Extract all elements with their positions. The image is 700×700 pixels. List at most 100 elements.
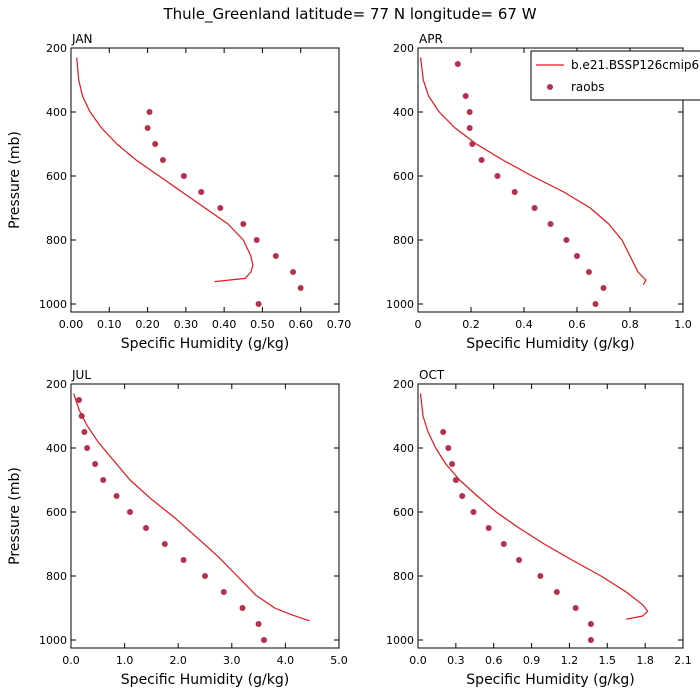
raobs-point — [511, 189, 518, 195]
raobs-point — [143, 525, 149, 531]
raobs-point — [485, 525, 492, 531]
x-tick-label: 0.30 — [174, 318, 199, 331]
y-tick-label: 200 — [393, 378, 414, 391]
x-tick-label: 0.00 — [59, 318, 84, 331]
x-tick-label: 0.40 — [212, 318, 237, 331]
y-tick-label: 800 — [46, 570, 67, 583]
x-tick-label: 0.3 — [447, 654, 465, 667]
x-tick-label: 0.2 — [462, 318, 480, 331]
model-profile-line — [76, 57, 254, 283]
raobs-point — [146, 109, 153, 115]
raobs-point — [253, 237, 260, 243]
raobs-point — [159, 157, 166, 163]
raobs-point — [180, 557, 187, 563]
raobs-point — [217, 205, 224, 211]
x-tick-label: 1.2 — [561, 654, 579, 667]
y-tick-label: 600 — [393, 506, 414, 519]
y-tick-label: 800 — [393, 570, 414, 583]
x-tick-label: 0.50 — [250, 318, 275, 331]
raobs-point — [440, 429, 447, 435]
panel-jul: 0.0 1.0 2.0 3.0 4.0 5.0 200 400 600 800 1000 JUL Spe… — [7, 368, 348, 688]
panel-apr: 0 0.2 0.4 0.6 0.8 1.0 200 400 600 800 1000 APR Speci… — [386, 32, 692, 352]
raobs-point — [76, 397, 82, 403]
raobs-point — [454, 61, 461, 67]
x-tick-label: 1.0 — [116, 654, 134, 667]
panel-jan: 0.00 0.10 0.20 0.30 0.40 0.50 0.60 0.70 200 400 60… — [7, 32, 351, 352]
x-tick-label: 5.0 — [330, 654, 348, 667]
y-tick-label: 1000 — [39, 298, 67, 311]
raobs-point — [478, 157, 485, 163]
x-tick-label: 0.8 — [621, 318, 639, 331]
model-profile-line — [420, 57, 647, 286]
y-tick-label: 1000 — [39, 634, 67, 647]
legend-box — [530, 50, 700, 101]
raobs-point — [180, 173, 187, 179]
raobs-point — [469, 141, 476, 147]
y-tick-label: 200 — [46, 42, 67, 55]
raobs-point — [449, 461, 456, 467]
x-axis-title: Specific Humidity (g/kg) — [121, 672, 289, 688]
x-tick-label: 2.0 — [169, 654, 187, 667]
x-tick-label: 0.10 — [97, 318, 122, 331]
raobs-point — [587, 621, 594, 627]
x-tick-label: 0.20 — [135, 318, 160, 331]
raobs-point — [500, 541, 507, 547]
figure-title: Thule_Greenland latitude= 77 N longitude… — [162, 5, 536, 24]
raobs-point — [452, 477, 459, 483]
x-tick-label: 3.0 — [223, 654, 241, 667]
raobs-point — [290, 269, 297, 275]
model-profile-line — [419, 393, 649, 620]
raobs-point — [100, 477, 107, 483]
x-tick-label: 0.0 — [62, 654, 80, 667]
raobs-point — [445, 445, 452, 451]
raobs-point — [592, 301, 599, 307]
raobs-point — [220, 589, 227, 595]
raobs-point — [585, 269, 592, 275]
model-profile-line — [73, 393, 310, 622]
x-tick-label: 0.70 — [327, 318, 352, 331]
raobs-point — [537, 573, 544, 579]
raobs-point — [459, 493, 466, 499]
raobs-point — [81, 429, 88, 435]
x-tick-label: 0.9 — [523, 654, 541, 667]
raobs-point — [516, 557, 522, 563]
y-tick-label: 1000 — [386, 634, 414, 647]
raobs-point — [494, 173, 501, 179]
plot-frame — [70, 383, 340, 649]
x-tick-label: 1.5 — [599, 654, 617, 667]
raobs-point — [202, 573, 208, 579]
x-axis-title: Specific Humidity (g/kg) — [121, 336, 289, 352]
x-tick-label: 0.60 — [288, 318, 313, 331]
panel-title: OCT — [419, 368, 445, 382]
x-tick-label: 0.6 — [568, 318, 586, 331]
plot-frame — [417, 47, 684, 313]
raobs-point — [92, 461, 99, 467]
legend-obs-marker-sample — [547, 84, 553, 90]
y-tick-label: 600 — [46, 506, 67, 519]
plot-frame — [70, 47, 340, 313]
plot-frame — [417, 383, 684, 649]
raobs-point — [78, 413, 85, 419]
raobs-point — [261, 637, 267, 643]
raobs-point — [113, 493, 120, 499]
raobs-point — [198, 189, 205, 195]
raobs-point — [574, 253, 580, 259]
raobs-point — [84, 445, 91, 451]
raobs-point — [547, 221, 554, 227]
raobs-point — [587, 637, 594, 643]
y-tick-label: 200 — [46, 378, 67, 391]
raobs-point — [255, 301, 262, 307]
y-tick-label: 800 — [46, 234, 67, 247]
x-tick-label: 1.0 — [674, 318, 692, 331]
y-tick-label: 1000 — [386, 298, 414, 311]
raobs-point — [462, 93, 469, 99]
x-tick-label: 0 — [415, 318, 422, 331]
panel-title: APR — [419, 32, 443, 46]
y-tick-label: 600 — [46, 170, 67, 183]
raobs-point — [600, 285, 607, 291]
panel-title: JAN — [71, 32, 93, 46]
raobs-point — [144, 125, 151, 131]
legend-model-label: b.e21.BSSP126cmip6 — [571, 58, 699, 72]
raobs-point — [470, 509, 477, 515]
